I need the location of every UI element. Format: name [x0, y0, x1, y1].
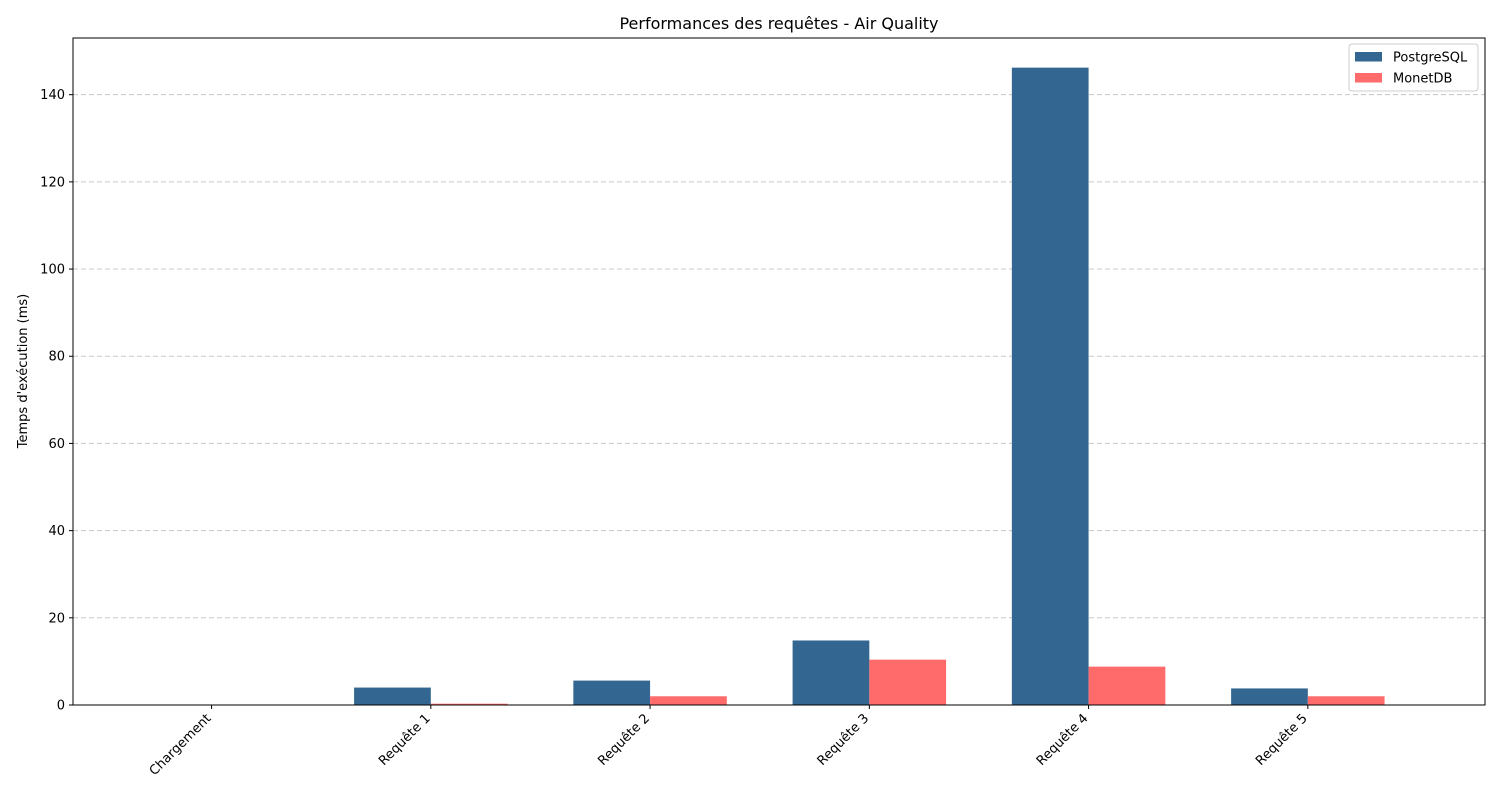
y-tick-label: 60: [48, 437, 65, 452]
x-tick-label: Requête 5: [1253, 711, 1311, 769]
bar-monetdb-2: [650, 696, 727, 705]
bar-postgresql-2: [573, 680, 651, 705]
grid-lines: [73, 94, 1485, 706]
legend: PostgreSQL MonetDB: [1348, 43, 1479, 92]
y-tick-label: 0: [57, 699, 65, 714]
plot-frame: [72, 37, 1486, 706]
legend-swatch-monetdb: [1355, 73, 1382, 83]
x-tick-label: Requête 3: [815, 711, 873, 769]
bar-monetdb-3: [869, 659, 947, 705]
y-tick-label: 100: [40, 263, 65, 278]
bar-monetdb-5: [1307, 696, 1385, 705]
y-axis-ticks: 0 20 40 60 80 100 120 140: [40, 88, 73, 714]
x-tick-label: Requête 1: [376, 711, 434, 769]
legend-label-monetdb: MonetDB: [1393, 72, 1452, 87]
y-tick-label: 40: [48, 524, 65, 539]
y-axis-label: Temps d'exécution (ms): [16, 294, 31, 449]
y-tick-label: 120: [40, 175, 65, 190]
y-tick-label: 140: [40, 88, 65, 103]
bar-postgresql-1: [354, 687, 431, 705]
chart-title: Performances des requêtes - Air Quality: [619, 14, 938, 33]
x-axis-ticks: Chargement Requête 1 Requête 2 Requête 3 Req…: [147, 705, 1311, 779]
legend-swatch-postgresql: [1355, 52, 1382, 62]
legend-label-postgresql: PostgreSQL: [1393, 51, 1468, 66]
y-tick-label: 20: [48, 611, 65, 626]
bars: [354, 67, 1385, 705]
x-tick-label: Requête 4: [1034, 711, 1092, 769]
bar-postgresql-3: [792, 640, 870, 705]
bar-monetdb-1: [430, 703, 508, 705]
x-tick-label: Requête 2: [595, 711, 653, 769]
bar-monetdb-4: [1088, 666, 1166, 705]
bar-postgresql-4: [1011, 67, 1089, 705]
x-tick-label: Chargement: [147, 711, 215, 779]
bar-postgresql-5: [1231, 688, 1308, 705]
y-tick-label: 80: [48, 350, 65, 365]
